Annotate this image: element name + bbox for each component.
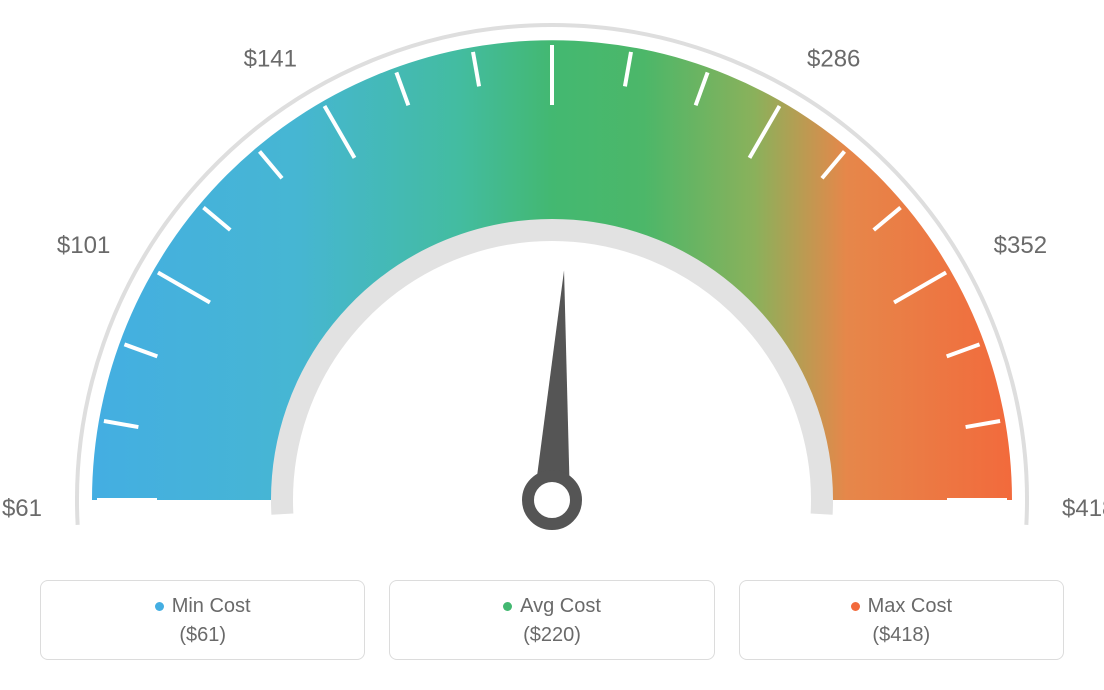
legend-bullet-icon [851, 602, 860, 611]
legend-box: Avg Cost ($220) [389, 580, 714, 660]
legend-bullet-icon [155, 602, 164, 611]
legend-label: Max Cost [740, 595, 1063, 618]
legend-row: Min Cost ($61) Avg Cost ($220) Max Cost ($418… [0, 580, 1104, 660]
cost-gauge-chart: $61 $101 $141 $220 $286 $352 $418 Min Cost ($61… [0, 0, 1104, 690]
legend-bullet-icon [503, 602, 512, 611]
legend-label: Avg Cost [390, 595, 713, 618]
legend-value: ($220) [390, 624, 713, 647]
gauge-area: $61 $101 $141 $220 $286 $352 $418 [0, 0, 1104, 560]
needle [534, 270, 570, 501]
tick-label: $141 [244, 45, 297, 72]
legend-label-text: Max Cost [868, 595, 952, 617]
legend-label: Min Cost [41, 595, 364, 618]
legend-box: Max Cost ($418) [739, 580, 1064, 660]
tick-label: $352 [994, 232, 1047, 259]
legend-value: ($418) [740, 624, 1063, 647]
needle-hub [528, 476, 576, 524]
tick-label: $220 [525, 0, 578, 4]
gauge-svg: $61 $101 $141 $220 $286 $352 $418 [0, 0, 1104, 560]
tick-label: $286 [807, 45, 860, 72]
legend-box: Min Cost ($61) [40, 580, 365, 660]
tick-label: $61 [2, 495, 42, 522]
tick-label: $101 [57, 232, 110, 259]
legend-label-text: Min Cost [172, 595, 251, 617]
legend-label-text: Avg Cost [520, 595, 601, 617]
legend-value: ($61) [41, 624, 364, 647]
tick-label: $418 [1062, 495, 1104, 522]
